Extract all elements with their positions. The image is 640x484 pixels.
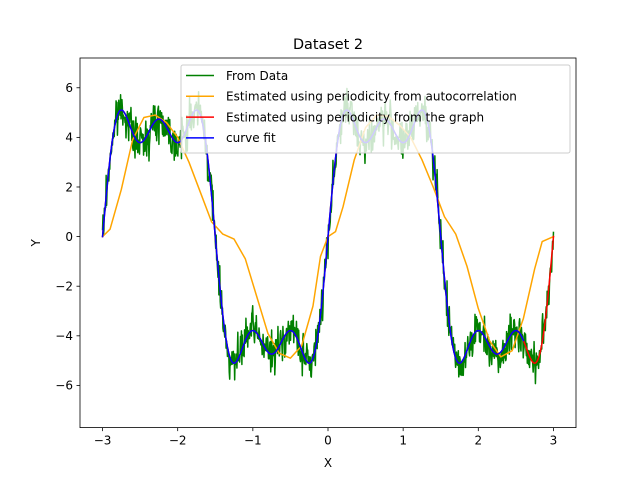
x-axis: −3 −2 −1 0 1 2 3 [94, 427, 558, 448]
x-tick-label: 0 [324, 434, 332, 448]
x-tick-label: −2 [169, 434, 187, 448]
y-tick-label: 4 [65, 131, 73, 145]
x-tick-label: 3 [550, 434, 558, 448]
y-axis-label: Y [29, 238, 43, 247]
legend-entry: Estimated using periodicity from autocor… [226, 90, 517, 104]
series-line-3 [101, 109, 525, 364]
y-tick-label: 2 [65, 180, 73, 194]
x-tick-label: −1 [244, 434, 262, 448]
legend: From Data Estimated using periodicity fro… [180, 64, 571, 154]
y-tick-label: −2 [55, 280, 73, 294]
x-axis-label: X [324, 456, 332, 470]
legend-entry: curve fit [226, 131, 276, 145]
x-tick-label: 1 [399, 434, 407, 448]
y-axis: −6 −4 −2 0 2 4 6 [55, 81, 80, 393]
chart-title: Dataset 2 [293, 37, 363, 53]
legend-entry: Estimated using periodicity from the gra… [226, 110, 484, 124]
legend-entry: From Data [226, 69, 288, 83]
y-tick-label: 0 [65, 230, 73, 244]
y-tick-label: −4 [55, 329, 73, 343]
x-tick-label: −3 [94, 434, 112, 448]
series-line-0 [101, 87, 555, 385]
series-layer [101, 87, 555, 385]
y-tick-label: 6 [65, 81, 73, 95]
x-tick-label: 2 [474, 434, 482, 448]
legend-box [180, 64, 571, 154]
y-tick-label: −6 [55, 379, 73, 393]
